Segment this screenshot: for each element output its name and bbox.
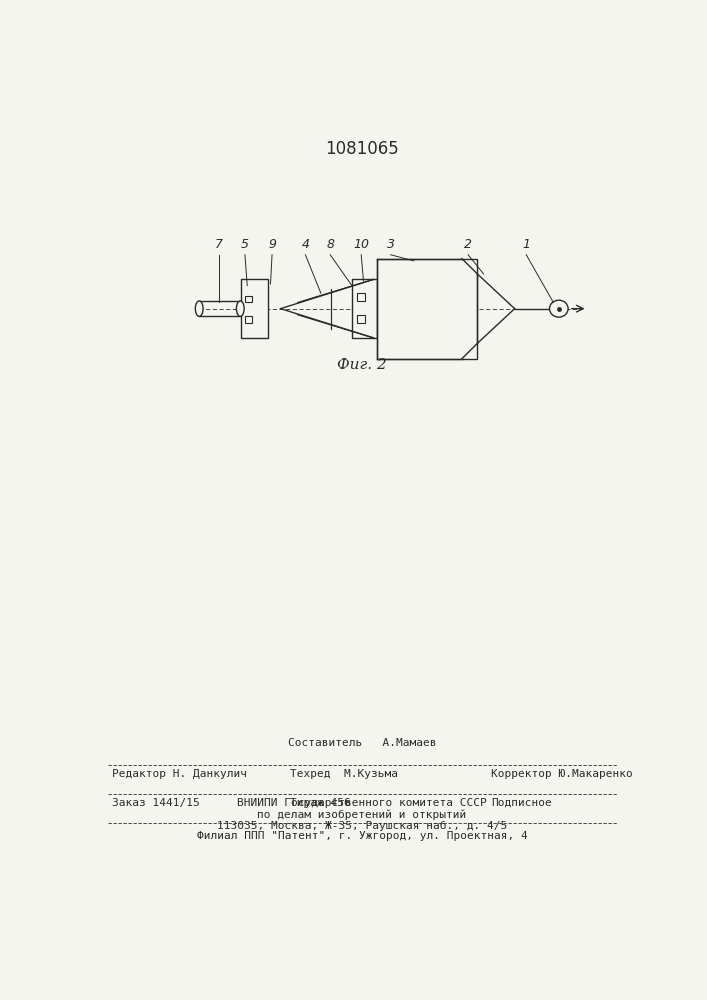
- Text: Составитель   А.Мамаев: Составитель А.Мамаев: [288, 738, 436, 748]
- Text: Филиал ППП "Патент", г. Ужгород, ул. Проектная, 4: Филиал ППП "Патент", г. Ужгород, ул. Про…: [197, 831, 527, 841]
- Text: 9: 9: [268, 238, 276, 251]
- Bar: [245, 296, 252, 302]
- Text: Заказ 1441/15: Заказ 1441/15: [112, 798, 199, 808]
- Text: 10: 10: [354, 238, 369, 251]
- Text: Корректор Ю.Макаренко: Корректор Ю.Макаренко: [491, 769, 633, 779]
- Text: 2: 2: [464, 238, 472, 251]
- Bar: [357, 293, 365, 301]
- Text: 3: 3: [387, 238, 395, 251]
- Text: 1: 1: [522, 238, 530, 251]
- Ellipse shape: [236, 301, 244, 316]
- Text: Техред  М.Кузьма: Техред М.Кузьма: [290, 769, 398, 779]
- Text: 8: 8: [326, 238, 334, 251]
- Text: Тираж 456: Тираж 456: [290, 798, 351, 808]
- Bar: [241, 279, 268, 338]
- Bar: [352, 279, 377, 338]
- Text: по делам изобретений и открытий: по делам изобретений и открытий: [257, 809, 467, 820]
- Text: Подписное: Подписное: [491, 798, 552, 808]
- Text: ВНИИПИ Государственного комитета СССР: ВНИИПИ Государственного комитета СССР: [237, 798, 487, 808]
- Text: Редактор Н. Данкулич: Редактор Н. Данкулич: [112, 769, 247, 779]
- Text: 5: 5: [241, 238, 249, 251]
- Bar: [245, 316, 252, 323]
- Text: 7: 7: [215, 238, 223, 251]
- Text: 4: 4: [301, 238, 310, 251]
- Bar: [377, 259, 477, 359]
- Ellipse shape: [195, 301, 203, 316]
- Text: 1081065: 1081065: [325, 140, 399, 158]
- Bar: [357, 315, 365, 323]
- Text: Фиг. 2: Фиг. 2: [337, 358, 387, 372]
- Ellipse shape: [549, 300, 568, 317]
- Text: 113035, Москва, Ж-35, Раушская наб., д. 4/5: 113035, Москва, Ж-35, Раушская наб., д. …: [217, 821, 507, 831]
